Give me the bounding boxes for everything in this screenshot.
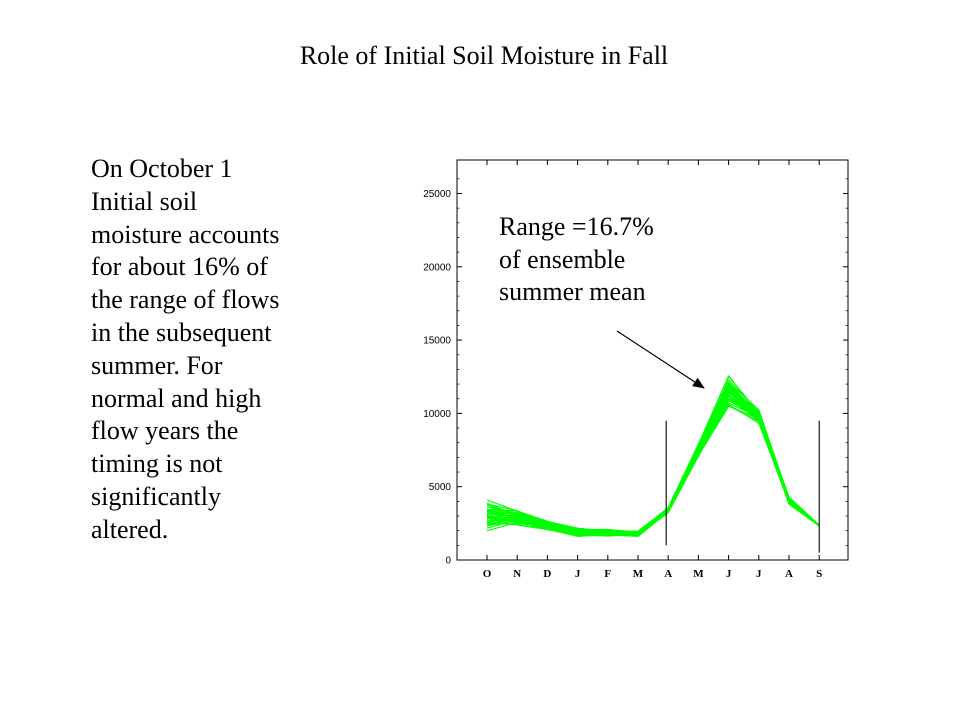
y-tick-label: 25000 [423,189,451,200]
y-tick-label: 15000 [423,336,451,347]
ensemble-member-line [486,405,820,536]
ensemble-member-line [486,394,820,536]
body-line: moisture accounts [91,219,280,249]
annotation-arrow [616,330,705,389]
annotation-line: of ensemble [499,244,626,274]
ensemble-member-line [486,388,820,535]
ensemble-member-line [486,397,820,537]
body-line: flow years the [91,416,239,446]
ensemble-member-line [486,386,820,533]
body-text: On October 1 Initial soil moisture accou… [91,153,341,547]
y-tick-label: 10000 [423,409,451,420]
y-tick-label: 5000 [429,482,452,493]
ensemble-member-line [486,388,820,535]
ensemble-member-line [486,386,820,535]
x-tick-label: F [604,568,611,580]
ensemble-member-line [486,397,820,536]
range-annotation: Range =16.7% of ensemble summer mean [499,211,719,309]
ensemble-member-line [486,376,820,533]
plot-frame [456,159,849,561]
ensemble-member-line [486,402,820,536]
ensemble-member-line [486,399,820,536]
ensemble-member-line [486,398,820,536]
ensemble-member-line [486,395,820,535]
annotation-line: summer mean [499,277,646,306]
ensemble-member-line [486,391,820,535]
ensemble-member-line [486,390,820,536]
ensemble-member-line [486,390,820,534]
x-tick-label: S [816,568,822,580]
ensemble-member-line [486,379,820,533]
x-tick-label: N [513,568,521,580]
ensemble-member-line [486,395,820,536]
x-tick-label: M [693,568,704,580]
ensemble-member-line [486,385,820,534]
ensemble-member-line [486,381,820,534]
ensemble-member-line [486,382,820,533]
x-tick-label: M [633,568,644,580]
ensemble-member-line [486,384,820,533]
ensemble-member-line [486,387,820,533]
ensemble-member-line [486,405,820,537]
ensemble-member-line [486,394,820,536]
body-line: significantly [91,481,221,511]
body-line: the range of flows [91,285,280,315]
ensemble-member-line [486,394,820,536]
y-tick-label: 20000 [423,262,451,273]
x-tick-label: A [785,568,793,580]
x-tick-label: J [575,568,581,580]
body-line: timing is not [91,449,223,479]
ensemble-member-line [486,375,820,533]
body-line: On October 1 [91,154,233,183]
annotation-line: Range =16.7% [499,212,654,241]
ensemble-member-line [486,390,820,535]
ensemble-member-line [486,391,820,534]
ensemble-member-line [486,403,820,537]
ensemble-member-line [486,405,820,537]
ensemble-member-line [486,384,820,534]
ensemble-member-line [486,383,820,534]
slide-title: Role of Initial Soil Moisture in Fall [299,41,669,70]
body-line: altered. [91,514,169,544]
ensemble-member-line [486,400,820,536]
body-line: normal and high [91,383,262,413]
x-tick-label: J [726,568,732,580]
body-line: in the subsequent [91,317,272,347]
x-tick-label: O [483,568,492,580]
body-line: for about 16% of [91,252,268,282]
body-line: Initial soil [91,186,198,216]
x-tick-label: A [664,568,672,580]
ensemble-member-line [486,392,820,535]
x-tick-label: D [543,568,551,580]
y-tick-label: 0 [445,556,451,567]
x-tick-label: J [756,568,762,580]
ensemble-member-line [486,398,820,535]
ensemble-member-line [486,392,820,535]
ensemble-member-line [486,382,820,534]
body-line: summer. For [91,350,223,380]
